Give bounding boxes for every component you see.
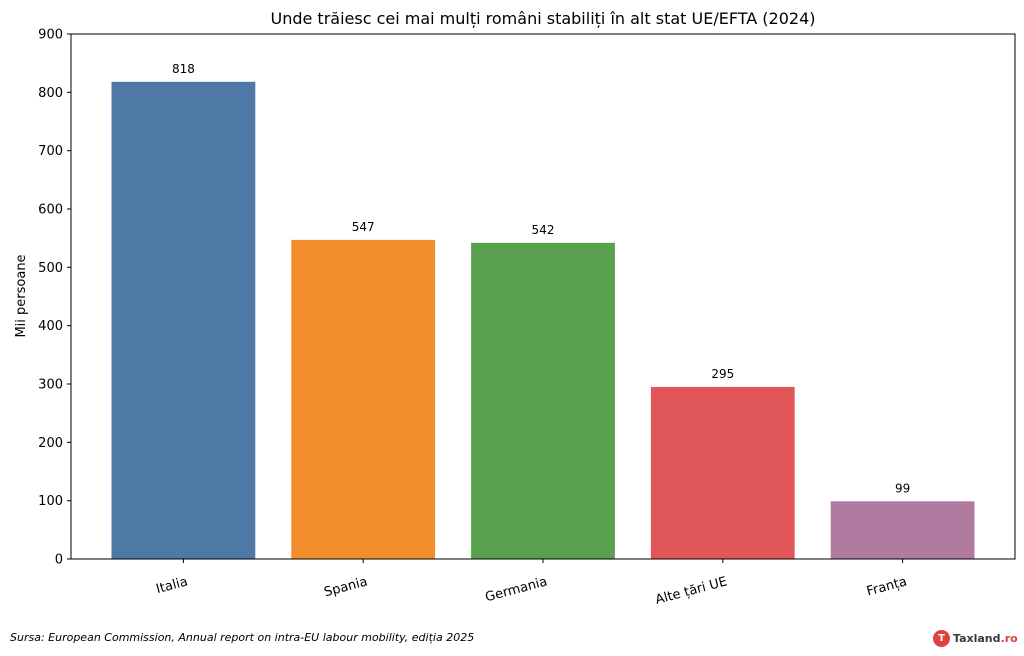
y-tick-label-0: 0 [55,553,63,568]
value-labels-group: 818 547 542 295 99 [172,62,910,495]
y-tick-label-3: 300 [38,378,63,393]
y-axis-ticks: 0 100 200 300 400 500 600 700 800 900 [38,28,71,568]
bar-3 [650,386,795,559]
y-tick-label-8: 800 [38,86,63,101]
y-tick-label-7: 700 [38,144,63,159]
chart-title: Unde trăiesc cei mai mulți români stabil… [270,9,815,28]
x-tick-label-0: Italia [155,574,190,597]
y-tick-label-9: 900 [38,28,63,43]
data-label-2: 542 [532,223,555,237]
bar-4 [830,501,975,560]
data-label-0: 818 [172,62,195,76]
bar-0 [111,81,256,560]
taxland-logo-icon: T [933,630,950,647]
source-note: Sursa: European Commission, Annual repor… [10,631,475,644]
bar-2 [471,242,615,560]
x-tick-label-2: Germania [484,574,549,605]
data-label-3: 295 [711,367,734,381]
brand-logo: T Taxland .ro [933,630,1018,647]
y-tick-label-2: 200 [38,436,63,451]
bars-group [111,81,975,560]
x-tick-label-4: Franța [865,574,909,599]
y-tick-label-5: 500 [38,261,63,276]
data-label-4: 99 [895,481,910,495]
bar-chart: Unde trăiesc cei mai mulți români stabil… [14,9,1016,608]
bar-1 [291,239,436,559]
x-tick-label-1: Spania [323,574,370,600]
y-tick-label-4: 400 [38,319,63,334]
data-label-1: 547 [352,220,375,234]
y-tick-label-1: 100 [38,494,63,509]
y-axis-label: Mii persoane [14,254,29,337]
brand-tld: .ro [1000,632,1018,645]
x-tick-label-3: Alte țări UE [654,574,729,608]
plot-frame [70,33,1016,560]
x-axis-ticks: Italia Spania Germania Alte țări UE Franța [155,559,909,608]
y-tick-label-6: 600 [38,203,63,218]
brand-name: Taxland [953,632,1001,645]
